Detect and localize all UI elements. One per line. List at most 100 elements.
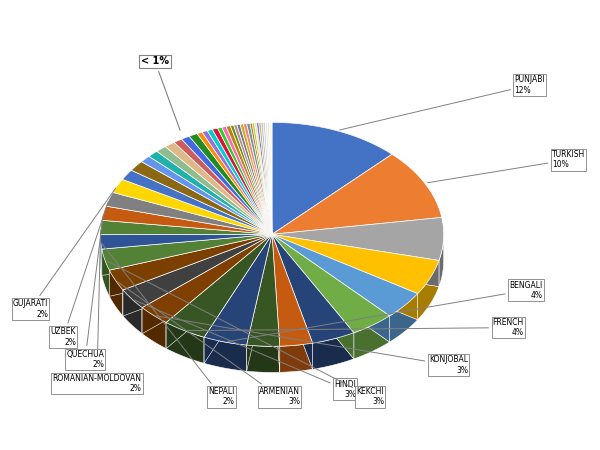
Polygon shape xyxy=(204,337,247,371)
Polygon shape xyxy=(272,122,392,234)
Polygon shape xyxy=(252,123,272,234)
Polygon shape xyxy=(100,234,272,261)
Text: < 1%: < 1% xyxy=(141,57,180,130)
Polygon shape xyxy=(222,126,272,234)
Text: KONJOBAL
3%: KONJOBAL 3% xyxy=(157,316,468,375)
Polygon shape xyxy=(218,127,272,234)
Polygon shape xyxy=(166,234,272,349)
Polygon shape xyxy=(313,333,354,369)
Polygon shape xyxy=(271,122,272,234)
Polygon shape xyxy=(272,234,354,359)
Polygon shape xyxy=(204,234,272,345)
Polygon shape xyxy=(122,170,272,234)
Polygon shape xyxy=(237,124,272,234)
Polygon shape xyxy=(272,234,418,320)
Polygon shape xyxy=(182,136,272,234)
Polygon shape xyxy=(142,234,272,334)
Text: KEKCHI
3%: KEKCHI 3% xyxy=(107,261,384,406)
Text: BENGALI
4%: BENGALI 4% xyxy=(228,281,542,342)
Polygon shape xyxy=(272,234,389,342)
Polygon shape xyxy=(149,151,272,234)
Polygon shape xyxy=(113,180,272,234)
Polygon shape xyxy=(247,345,280,373)
Polygon shape xyxy=(166,234,272,349)
Polygon shape xyxy=(280,343,313,372)
Polygon shape xyxy=(272,234,313,369)
Polygon shape xyxy=(272,234,389,342)
Polygon shape xyxy=(100,235,102,275)
Polygon shape xyxy=(123,234,272,316)
Polygon shape xyxy=(247,234,272,371)
Polygon shape xyxy=(240,124,272,234)
Polygon shape xyxy=(100,220,272,235)
Polygon shape xyxy=(439,235,444,287)
Polygon shape xyxy=(272,234,280,372)
Polygon shape xyxy=(230,125,272,234)
Text: TURKISH
10%: TURKISH 10% xyxy=(428,150,585,183)
Polygon shape xyxy=(142,234,272,323)
Text: QUECHUA
2%: QUECHUA 2% xyxy=(66,216,104,369)
Polygon shape xyxy=(272,234,439,287)
Polygon shape xyxy=(272,234,354,359)
Polygon shape xyxy=(109,234,272,296)
Polygon shape xyxy=(202,130,272,234)
Polygon shape xyxy=(265,122,272,234)
Polygon shape xyxy=(272,234,418,320)
Polygon shape xyxy=(250,123,272,234)
Polygon shape xyxy=(204,234,272,363)
Text: UZBEK
2%: UZBEK 2% xyxy=(50,202,108,346)
Polygon shape xyxy=(233,125,272,234)
Text: NEPALI
2%: NEPALI 2% xyxy=(103,244,235,406)
Polygon shape xyxy=(100,234,272,249)
Polygon shape xyxy=(131,162,272,234)
Polygon shape xyxy=(101,206,272,234)
Text: PUNJABI
12%: PUNJABI 12% xyxy=(340,75,545,130)
Polygon shape xyxy=(272,234,418,316)
Polygon shape xyxy=(102,234,272,275)
Polygon shape xyxy=(272,217,444,261)
Polygon shape xyxy=(272,234,439,293)
Polygon shape xyxy=(109,234,272,290)
Polygon shape xyxy=(102,234,272,275)
Polygon shape xyxy=(272,234,389,333)
Text: GUJARATI
2%: GUJARATI 2% xyxy=(13,188,116,319)
Polygon shape xyxy=(418,261,439,320)
Polygon shape xyxy=(123,234,272,316)
Text: HINDI
3%: HINDI 3% xyxy=(134,300,356,399)
Polygon shape xyxy=(247,123,272,234)
Polygon shape xyxy=(254,123,272,234)
Polygon shape xyxy=(174,139,272,234)
Polygon shape xyxy=(247,234,280,346)
Polygon shape xyxy=(142,234,272,334)
Polygon shape xyxy=(109,234,272,296)
Polygon shape xyxy=(268,122,272,234)
Polygon shape xyxy=(123,234,272,307)
Polygon shape xyxy=(166,234,272,337)
Polygon shape xyxy=(123,290,142,334)
Polygon shape xyxy=(189,134,272,234)
Polygon shape xyxy=(272,234,313,369)
Text: ROMANIAN-MOLDOVAN
2%: ROMANIAN-MOLDOVAN 2% xyxy=(52,230,142,393)
Polygon shape xyxy=(102,234,272,270)
Polygon shape xyxy=(247,234,272,371)
Polygon shape xyxy=(269,122,272,234)
Polygon shape xyxy=(257,123,272,234)
Polygon shape xyxy=(272,234,354,343)
Polygon shape xyxy=(263,122,272,234)
Polygon shape xyxy=(157,147,272,234)
Polygon shape xyxy=(389,293,418,342)
Text: FRENCH
4%: FRENCH 4% xyxy=(187,318,524,338)
Polygon shape xyxy=(109,270,123,316)
Polygon shape xyxy=(165,142,272,234)
Polygon shape xyxy=(354,316,389,359)
Polygon shape xyxy=(197,132,272,234)
Polygon shape xyxy=(106,193,272,234)
Polygon shape xyxy=(207,129,272,234)
Text: ARMENIAN
3%: ARMENIAN 3% xyxy=(118,282,300,406)
Polygon shape xyxy=(272,234,280,372)
Polygon shape xyxy=(259,122,272,234)
Polygon shape xyxy=(272,154,442,234)
Polygon shape xyxy=(272,234,313,346)
Polygon shape xyxy=(204,234,272,363)
Polygon shape xyxy=(102,249,109,296)
